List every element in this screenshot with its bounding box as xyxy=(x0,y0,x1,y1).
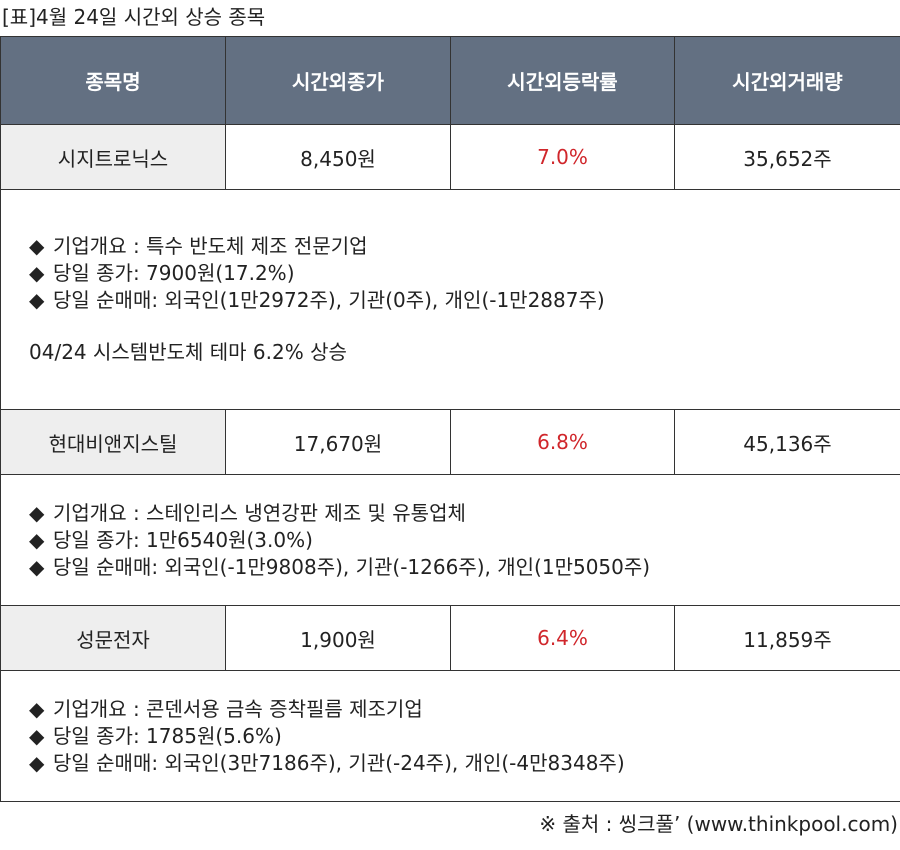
stock-name: 성문전자 xyxy=(0,605,226,671)
company-overview: 기업개요 : 스테인리스 냉연강판 제조 및 유통업체 xyxy=(53,500,466,525)
stock-detail-cell: ◆ 기업개요 : 특수 반도체 제조 전문기업 ◆ 당일 종가: 7900원(17.… xyxy=(0,189,900,410)
table-caption: [표]4월 24일 시간외 상승 종목 xyxy=(2,5,266,29)
day-close: 당일 종가: 1785원(5.6%) xyxy=(53,723,282,748)
diamond-bullet-icon: ◆ xyxy=(29,750,45,775)
detail-line: ◆ 당일 종가: 1만6540원(3.0%) xyxy=(29,527,900,554)
source-note: ※ 출처 : 씽크풀’ (www.thinkpool.com) xyxy=(539,812,898,836)
diamond-bullet-icon: ◆ xyxy=(29,500,45,525)
detail-line: ◆ 당일 순매매: 외국인(1만2972주), 기관(0주), 개인(-1만288… xyxy=(29,287,900,314)
stock-detail-cell: ◆ 기업개요 : 콘덴서용 금속 증착필름 제조기업 ◆ 당일 종가: 1785원(… xyxy=(0,670,900,802)
header-after-hours-volume: 시간외거래량 xyxy=(674,36,900,125)
stock-volume: 45,136주 xyxy=(674,409,900,475)
diamond-bullet-icon: ◆ xyxy=(29,288,45,312)
header-after-hours-close: 시간외종가 xyxy=(225,36,451,125)
stock-detail-row: ◆ 기업개요 : 특수 반도체 제조 전문기업 ◆ 당일 종가: 7900원(17.… xyxy=(0,189,900,410)
stock-change-rate: 7.0% xyxy=(450,124,675,190)
detail-line: ◆ 당일 종가: 7900원(17.2%) xyxy=(29,260,900,287)
detail-line: ◆ 기업개요 : 특수 반도체 제조 전문기업 xyxy=(29,233,900,260)
diamond-bullet-icon: ◆ xyxy=(29,261,45,285)
detail-line: ◆ 당일 순매매: 외국인(3만7186주), 기관(-24주), 개인(-4만8… xyxy=(29,750,900,777)
stock-name: 현대비앤지스틸 xyxy=(0,409,226,475)
diamond-bullet-icon: ◆ xyxy=(29,554,45,579)
header-row: 종목명 시간외종가 시간외등락률 시간외거래량 xyxy=(0,36,900,125)
detail-line: ◆ 당일 종가: 1785원(5.6%) xyxy=(29,723,900,750)
stock-row: 성문전자 1,900원 6.4% 11,859주 xyxy=(0,605,900,671)
detail-line: ◆ 당일 순매매: 외국인(-1만9808주), 기관(-1266주), 개인(1… xyxy=(29,554,900,581)
header-stock-name: 종목명 xyxy=(0,36,226,125)
detail-line: ◆ 기업개요 : 콘덴서용 금속 증착필름 제조기업 xyxy=(29,696,900,723)
stock-volume: 35,652주 xyxy=(674,124,900,190)
stock-close: 17,670원 xyxy=(225,409,451,475)
header-after-hours-change-rate: 시간외등락률 xyxy=(450,36,675,125)
diamond-bullet-icon: ◆ xyxy=(29,527,45,552)
day-close: 당일 종가: 7900원(17.2%) xyxy=(53,261,295,285)
stock-change-rate: 6.4% xyxy=(450,605,675,671)
detail-line: ◆ 기업개요 : 스테인리스 냉연강판 제조 및 유통업체 xyxy=(29,500,900,527)
net-trading: 당일 순매매: 외국인(3만7186주), 기관(-24주), 개인(-4만83… xyxy=(53,750,625,775)
stock-name: 시지트로닉스 xyxy=(0,124,226,190)
stock-close: 1,900원 xyxy=(225,605,451,671)
company-overview: 기업개요 : 특수 반도체 제조 전문기업 xyxy=(53,234,368,258)
company-overview: 기업개요 : 콘덴서용 금속 증착필름 제조기업 xyxy=(53,696,423,721)
theme-note: 04/24 시스템반도체 테마 6.2% 상승 xyxy=(29,340,347,364)
stock-row: 시지트로닉스 8,450원 7.0% 35,652주 xyxy=(0,124,900,190)
stock-detail-row: ◆ 기업개요 : 스테인리스 냉연강판 제조 및 유통업체 ◆ 당일 종가: 1만6… xyxy=(0,474,900,606)
stock-close: 8,450원 xyxy=(225,124,451,190)
diamond-bullet-icon: ◆ xyxy=(29,696,45,721)
net-trading: 당일 순매매: 외국인(1만2972주), 기관(0주), 개인(-1만2887… xyxy=(53,288,605,312)
day-close: 당일 종가: 1만6540원(3.0%) xyxy=(53,527,313,552)
net-trading: 당일 순매매: 외국인(-1만9808주), 기관(-1266주), 개인(1만… xyxy=(53,554,651,579)
diamond-bullet-icon: ◆ xyxy=(29,234,45,258)
after-hours-gainers-table: 종목명 시간외종가 시간외등락률 시간외거래량 시지트로닉스 8,450원 7.… xyxy=(0,36,900,802)
stock-detail-cell: ◆ 기업개요 : 스테인리스 냉연강판 제조 및 유통업체 ◆ 당일 종가: 1만6… xyxy=(0,474,900,606)
diamond-bullet-icon: ◆ xyxy=(29,723,45,748)
stock-change-rate: 6.8% xyxy=(450,409,675,475)
stock-row: 현대비앤지스틸 17,670원 6.8% 45,136주 xyxy=(0,409,900,475)
stock-volume: 11,859주 xyxy=(674,605,900,671)
stock-detail-row: ◆ 기업개요 : 콘덴서용 금속 증착필름 제조기업 ◆ 당일 종가: 1785원(… xyxy=(0,670,900,802)
